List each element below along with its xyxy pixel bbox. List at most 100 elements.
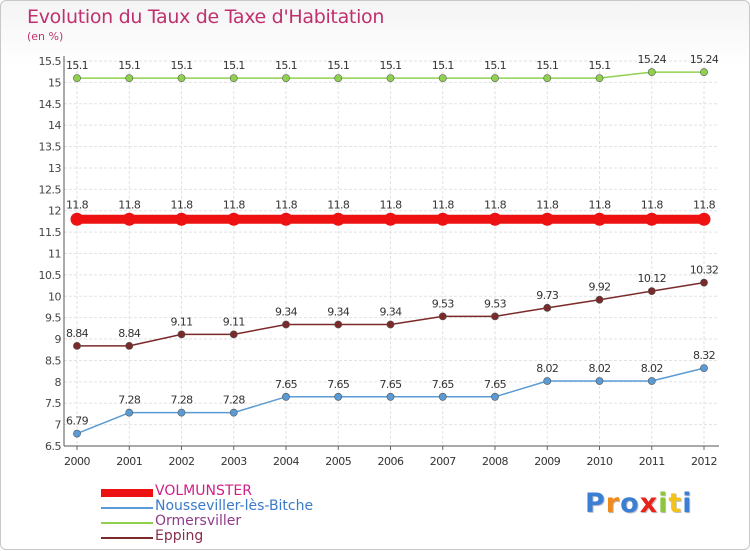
data-point <box>229 408 238 417</box>
data-point <box>543 74 552 83</box>
data-label: 7.65 <box>379 378 402 391</box>
data-point <box>438 74 447 83</box>
legend-swatch <box>101 489 153 497</box>
data-point <box>122 212 136 226</box>
data-label: 9.92 <box>588 281 610 294</box>
x-tick-label: 2012 <box>691 455 717 468</box>
x-tick-label: 2006 <box>378 455 404 468</box>
data-point <box>384 212 397 226</box>
data-label: 7.65 <box>327 378 350 391</box>
y-tick-label: 15 <box>48 76 61 89</box>
y-tick-label: 8.5 <box>45 354 61 367</box>
data-label: 9.11 <box>170 315 192 328</box>
data-point <box>125 341 134 350</box>
data-point <box>282 320 290 329</box>
data-point <box>334 392 343 401</box>
logo-letter: r <box>605 488 621 519</box>
data-point <box>177 330 186 339</box>
data-point <box>227 212 241 226</box>
data-point <box>647 287 656 296</box>
data-label: 11.8 <box>379 198 402 211</box>
y-tick-label: 7.5 <box>45 397 61 410</box>
legend-swatch <box>101 522 153 524</box>
data-label: 9.34 <box>275 306 298 319</box>
data-label: 9.34 <box>327 306 350 319</box>
data-point <box>436 212 450 226</box>
data-label: 15.1 <box>327 59 349 72</box>
legend-label: Epping <box>155 528 204 544</box>
data-label: 9.53 <box>432 297 455 310</box>
data-point <box>700 68 708 77</box>
data-label: 9.34 <box>379 306 402 319</box>
y-tick-label: 14 <box>48 119 61 132</box>
x-tick-label: 2001 <box>116 455 142 468</box>
legend-label: VOLMUNSTER <box>155 483 252 499</box>
y-tick-label: 11.5 <box>39 226 62 239</box>
data-label: 15.1 <box>118 59 140 72</box>
data-point <box>700 278 708 287</box>
logo-letter: i <box>658 488 669 519</box>
y-tick-label: 12.5 <box>39 183 62 196</box>
data-point <box>331 212 345 226</box>
data-label: 10.32 <box>690 264 719 277</box>
data-point <box>543 303 552 312</box>
data-point <box>386 392 395 401</box>
data-point <box>125 408 134 417</box>
data-point <box>543 377 552 385</box>
data-label: 8.32 <box>693 349 715 362</box>
data-label: 15.1 <box>484 59 506 72</box>
data-point <box>334 74 343 83</box>
proxiti-logo: Proxiti <box>585 488 693 519</box>
data-point <box>73 429 81 438</box>
x-tick-label: 2003 <box>221 455 247 468</box>
data-point <box>282 74 290 83</box>
data-label: 8.84 <box>118 327 141 340</box>
data-label: 6.79 <box>66 415 89 428</box>
logo-letter: i <box>682 488 693 519</box>
data-point <box>595 74 604 83</box>
y-tick-label: 10 <box>48 290 61 303</box>
data-point <box>700 364 708 373</box>
x-tick-label: 2002 <box>169 455 195 468</box>
data-label: 15.1 <box>170 59 192 72</box>
data-label: 9.73 <box>536 289 559 302</box>
data-label: 11.8 <box>536 198 559 211</box>
data-label: 11.8 <box>588 198 611 211</box>
data-label: 7.28 <box>118 394 141 407</box>
data-point <box>697 212 711 226</box>
data-label: 15.1 <box>379 59 401 72</box>
y-tick-label: 7 <box>55 419 62 432</box>
legend-swatch <box>101 537 153 539</box>
data-point <box>491 312 499 321</box>
data-point <box>491 74 499 83</box>
data-point <box>279 212 293 226</box>
data-label: 15.24 <box>690 53 719 66</box>
x-tick-label: 2004 <box>273 455 299 468</box>
data-label: 15.1 <box>588 59 610 72</box>
data-label: 7.65 <box>484 378 507 391</box>
data-label: 10.12 <box>638 272 667 285</box>
data-label: 9.11 <box>223 315 245 328</box>
data-point <box>438 392 447 401</box>
data-point <box>282 392 290 401</box>
data-label: 11.8 <box>693 198 716 211</box>
data-point <box>73 74 81 83</box>
data-point <box>386 74 395 83</box>
data-label: 7.65 <box>275 378 298 391</box>
data-label: 7.65 <box>432 378 455 391</box>
chart-title: Evolution du Taux de Taxe d'Habitation <box>27 6 385 28</box>
logo-letter: x <box>639 488 659 519</box>
data-label: 9.53 <box>484 297 507 310</box>
logo-letter: o <box>620 488 640 519</box>
data-label: 15.1 <box>223 59 245 72</box>
data-point <box>70 212 84 226</box>
data-label: 15.1 <box>275 59 297 72</box>
y-tick-label: 9.5 <box>45 312 61 325</box>
data-point <box>647 377 656 385</box>
data-point <box>334 320 343 329</box>
y-axis-unit: (en %) <box>27 30 64 43</box>
data-point <box>438 312 447 321</box>
x-tick-label: 2009 <box>534 455 560 468</box>
data-point <box>125 74 134 83</box>
y-tick-label: 12 <box>48 205 61 218</box>
